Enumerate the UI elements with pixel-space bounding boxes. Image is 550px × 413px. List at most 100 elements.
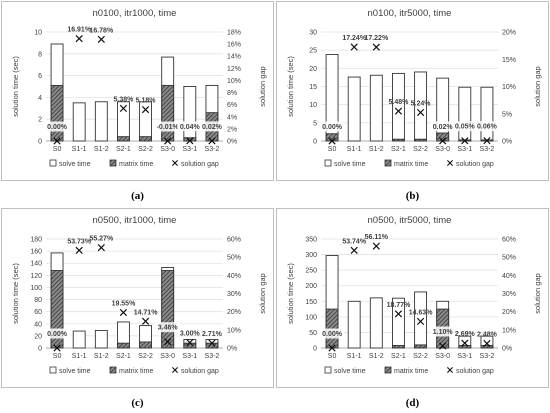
marker-stroke <box>439 342 447 350</box>
y2-tick-label: 10% <box>227 78 241 85</box>
solution-gap-marker <box>372 43 380 51</box>
chart-frame <box>1 1 274 181</box>
matrix-time-bar <box>414 344 427 349</box>
y-tick-label: 60 <box>34 309 42 316</box>
y-tick-label: 40 <box>34 321 42 328</box>
chart-caption-d: (d) <box>405 397 420 409</box>
x-tick-label: S1-1 <box>72 353 87 360</box>
marker-stroke <box>97 35 105 44</box>
marker-stroke <box>186 338 194 347</box>
marker-stroke <box>461 137 469 145</box>
solution-gap-marker <box>416 108 425 117</box>
y2-tick-label: 30% <box>502 291 516 298</box>
gap-data-label: 0.05% <box>455 124 476 131</box>
marker-stroke <box>328 137 336 145</box>
x-tick-label: S2-1 <box>391 353 406 360</box>
y-tick-label: 30 <box>309 30 317 37</box>
matrix-time-bar <box>117 136 130 142</box>
chart-frame <box>276 1 549 181</box>
solution-gap-marker <box>53 344 61 352</box>
y-tick-label: 6 <box>38 73 42 80</box>
x-tick-label: S1-2 <box>94 146 109 153</box>
legend-label-matrix-time: matrix time <box>394 368 428 375</box>
matrix-time-bar <box>161 84 175 142</box>
solution-gap-marker <box>372 242 380 250</box>
data-label-bg <box>430 121 455 132</box>
solution-gap-marker <box>141 317 150 325</box>
marker-stroke <box>394 310 403 318</box>
x-tick-label: S3-0 <box>435 353 450 360</box>
solution-gap-marker <box>350 246 358 254</box>
y-tick-label: 150 <box>305 299 317 306</box>
x-tick-label: S1-2 <box>94 353 109 360</box>
marker-stroke <box>416 108 425 117</box>
gap-data-label: 53.74% <box>342 238 367 245</box>
data-label-bg <box>44 328 70 339</box>
legend-swatch-solve-time <box>324 366 332 374</box>
y-axis-title: solution time (sec) <box>11 263 20 324</box>
y2-tick-label: 40% <box>502 273 516 280</box>
x-tick-label: S1-2 <box>369 353 384 360</box>
solution-gap-marker <box>208 339 216 347</box>
legend-label-solution-gap: solution gap <box>181 161 219 168</box>
gap-data-label: 3.46% <box>158 325 179 332</box>
x-tick-label: S3-2 <box>480 353 495 360</box>
y2-tick-label: 5% <box>502 111 512 118</box>
y2-axis-title: solution gap <box>533 273 542 313</box>
gap-data-label: 0.06% <box>477 124 498 131</box>
solve-time-bar <box>183 86 197 142</box>
solution-gap-marker <box>350 43 358 51</box>
y-tick-label: 250 <box>305 268 317 275</box>
legend: solve time matrix time solution gap <box>324 159 494 168</box>
marker-stroke <box>416 317 425 326</box>
y-tick-label: 300 <box>305 252 317 259</box>
legend-label-matrix-time: matrix time <box>394 161 428 168</box>
solve-time-bar <box>480 86 494 142</box>
y2-tick-label: 30% <box>227 291 241 298</box>
x-tick-label: S3-1 <box>182 353 197 360</box>
legend: solve time matrix time solution gap <box>324 366 494 375</box>
marker-stroke <box>141 317 150 325</box>
y-tick-label: 100 <box>305 314 317 321</box>
marker-stroke <box>208 339 216 347</box>
marker-stroke <box>119 104 128 113</box>
solution-gap-marker <box>328 137 336 145</box>
x-tick-label: S2-2 <box>413 146 428 153</box>
y2-tick-label: 20% <box>502 309 516 316</box>
marker-stroke <box>119 308 128 317</box>
x-tick-label: S2-1 <box>116 353 131 360</box>
gap-data-label: 0.04% <box>180 124 201 131</box>
gap-data-label: -0.01% <box>157 124 180 131</box>
solution-gap-marker <box>439 137 447 145</box>
y2-tick-label: 10% <box>502 327 516 334</box>
solution-gap-marker <box>439 342 447 350</box>
y2-axis-title: solution gap <box>258 66 267 106</box>
x-tick-label: S1-1 <box>72 146 87 153</box>
matrix-time-bar <box>436 132 450 142</box>
chart-frame <box>1 208 274 388</box>
matrix-time-bar <box>414 138 427 142</box>
gap-data-label: 14.63% <box>409 309 434 316</box>
solution-gap-marker <box>97 243 105 252</box>
marker-stroke <box>328 344 336 352</box>
legend-swatch-matrix-time <box>109 159 117 167</box>
chart-a: n0100, itr1000, time 0 2 4 6 8 10 0% 2% 4% 6% 8% 10%… <box>1 1 274 181</box>
chart-title: n0500, itr1000, time <box>93 215 177 226</box>
data-label-bg <box>153 121 183 132</box>
marker-stroke <box>164 137 172 145</box>
matrix-time-bar <box>139 136 152 142</box>
x-tick-label: S0 <box>328 353 337 360</box>
gap-data-label: 14.71% <box>134 309 159 316</box>
chart-caption-c: (c) <box>131 397 144 409</box>
legend-label-solve-time: solve time <box>59 368 91 375</box>
x-tick-label: S2-2 <box>138 353 153 360</box>
y2-tick-label: 16% <box>227 42 241 49</box>
gap-data-label: 3.00% <box>180 331 201 338</box>
y-tick-label: 20 <box>309 66 317 73</box>
y2-tick-label: 50% <box>502 255 516 262</box>
x-tick-label: S3-1 <box>457 353 472 360</box>
legend-swatch-matrix-time <box>109 366 117 374</box>
x-tick-label: S0 <box>328 146 337 153</box>
y2-tick-label: 18% <box>227 30 241 37</box>
gap-data-label: 56.11% <box>365 234 389 241</box>
